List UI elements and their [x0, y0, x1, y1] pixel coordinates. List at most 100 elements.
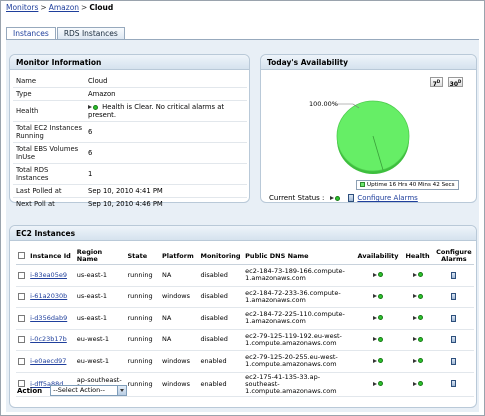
region-cell: us-east-1 [74, 286, 126, 308]
health-clear-icon[interactable] [417, 315, 423, 321]
row-checkbox[interactable] [18, 336, 25, 343]
column-header-state[interactable]: State [125, 248, 160, 265]
arrow-icon [373, 337, 378, 342]
instance-id-link[interactable]: i-61a2030b [30, 292, 68, 301]
arrow-icon [412, 381, 417, 386]
region-cell: us-east-1 [74, 264, 126, 287]
breadcrumb-monitors-link[interactable]: Monitors [6, 3, 39, 12]
configure-alarms-icon[interactable] [451, 271, 457, 279]
configure-alarms-icon[interactable] [348, 194, 355, 202]
table-row: i-0c23b17b eu-west-1 running NA disabled… [16, 329, 474, 351]
availability-cell [354, 286, 402, 308]
instance-id-link[interactable]: i-d356dab9 [30, 313, 68, 322]
monitoring-cell: disabled [198, 264, 244, 287]
table-row: i-e0aecd97 eu-west-1 running windows ena… [16, 350, 474, 373]
configure-alarms-icon[interactable] [451, 336, 457, 343]
column-header-instance-id[interactable]: Instance Id [28, 248, 75, 265]
instance-id-cell: i-e0aecd97 [28, 350, 75, 373]
tab-bar: Instances RDS Instances [6, 27, 126, 40]
column-header-region[interactable]: Region Name [74, 248, 126, 265]
info-row-type: Type Amazon [13, 87, 247, 101]
health-clear-icon[interactable] [417, 272, 423, 278]
info-row-ebs-volumes: Total EBS Volumes InUse 6 [13, 142, 247, 164]
arrow-icon [412, 294, 417, 299]
period-30-days-button[interactable]: 30D [448, 77, 463, 88]
row-checkbox[interactable] [18, 271, 25, 279]
monitoring-cell: disabled [198, 286, 244, 308]
availability-up-icon[interactable] [378, 272, 384, 278]
info-value: Sep 10, 2010 4:46 PM [88, 200, 163, 208]
row-checkbox[interactable] [18, 357, 25, 365]
column-header-public-dns[interactable]: Public DNS Name [243, 248, 355, 265]
health-clear-icon[interactable] [417, 381, 423, 386]
health-text: Health is Clear. No critical alarms at p… [88, 103, 225, 119]
instance-id-link[interactable]: i-e0aecd97 [30, 356, 67, 365]
availability-up-icon[interactable] [378, 315, 384, 321]
platform-cell: windows [159, 286, 199, 308]
configure-alarms-icon[interactable] [451, 293, 457, 300]
pie-slice-edge [372, 135, 384, 171]
health-cell [401, 350, 434, 373]
ec2-instances-table: Instance Id Region Name State Platform M… [16, 248, 474, 397]
info-key: Health [13, 100, 85, 122]
tab-instances[interactable]: Instances [6, 27, 56, 40]
availability-up-icon[interactable] [378, 336, 384, 342]
info-key: Name [13, 75, 85, 88]
health-clear-icon[interactable] [417, 358, 423, 364]
info-row-last-polled: Last Polled at Sep 10, 2010 4:41 PM [13, 184, 247, 198]
arrow-icon [412, 315, 417, 320]
arrow-icon [373, 381, 378, 386]
configure-alarms-icon[interactable] [451, 314, 457, 322]
info-value-health: Health is Clear. No critical alarms at p… [85, 100, 247, 122]
arrow-icon [373, 272, 378, 277]
instance-id-cell: i-0c23b17b [28, 329, 75, 351]
instance-id-link[interactable]: i-dff5a88d [30, 379, 64, 388]
tab-rds-instances[interactable]: RDS Instances [56, 27, 125, 40]
row-checkbox[interactable] [18, 380, 25, 388]
configure-alarms-cell [433, 350, 474, 373]
platform-cell: windows [159, 350, 199, 373]
ec2-instances-panel: EC2 Instances Instance Id Region Name St… [9, 225, 477, 408]
health-clear-icon[interactable] [417, 293, 423, 299]
dns-cell: ec2-184-73-189-166.compute-1.amazonaws.c… [243, 264, 355, 287]
instance-id-cell: i-d356dab9 [28, 307, 75, 330]
select-all-checkbox[interactable] [18, 252, 25, 260]
breadcrumb-amazon-link[interactable]: Amazon [48, 3, 80, 12]
pie-label-leader [352, 103, 360, 109]
arrow-icon [412, 337, 417, 342]
configure-alarms-link[interactable]: Configure Alarms [357, 194, 418, 202]
availability-up-icon[interactable] [378, 293, 384, 299]
action-select[interactable]: --Select Action-- [50, 385, 128, 396]
platform-cell: windows [159, 372, 199, 397]
column-header-platform[interactable]: Platform [159, 248, 199, 265]
table-row: i-61a2030b us-east-1 running windows dis… [16, 286, 474, 308]
period-7-days-button[interactable]: 7D [430, 77, 443, 88]
dns-cell: ec2-79-125-119-192.eu-west-1.compute.ama… [243, 329, 355, 351]
state-cell: running [125, 372, 160, 397]
instance-id-link[interactable]: i-83ea05e9 [30, 270, 67, 279]
arrow-icon [373, 358, 378, 363]
configure-alarms-icon[interactable] [451, 380, 457, 388]
health-cell [401, 264, 434, 287]
action-label: Action [17, 386, 43, 395]
configure-alarms-icon[interactable] [451, 357, 457, 365]
row-checkbox[interactable] [18, 293, 25, 300]
column-header-monitoring[interactable]: Monitoring [198, 248, 244, 265]
instance-id-cell: i-83ea05e9 [28, 264, 75, 287]
table-row: i-83ea05e9 us-east-1 running NA disabled… [16, 264, 474, 287]
health-clear-icon [93, 104, 98, 110]
availability-up-icon[interactable] [378, 358, 384, 364]
panel-title: EC2 Instances [10, 226, 476, 241]
availability-up-icon[interactable] [378, 381, 384, 386]
row-checkbox[interactable] [18, 314, 25, 322]
availability-cell [354, 350, 402, 373]
instance-id-cell: i-61a2030b [28, 286, 75, 308]
arrow-icon [373, 315, 378, 320]
region-cell: eu-west-1 [74, 350, 126, 373]
info-row-name: Name Cloud [13, 75, 247, 88]
instance-id-link[interactable]: i-0c23b17b [30, 335, 67, 344]
chevron-down-icon[interactable] [117, 386, 127, 395]
health-clear-icon[interactable] [417, 336, 423, 342]
row-select-cell [16, 372, 29, 397]
dns-cell: ec2-184-72-225-110.compute-1.amazonaws.c… [243, 307, 355, 330]
